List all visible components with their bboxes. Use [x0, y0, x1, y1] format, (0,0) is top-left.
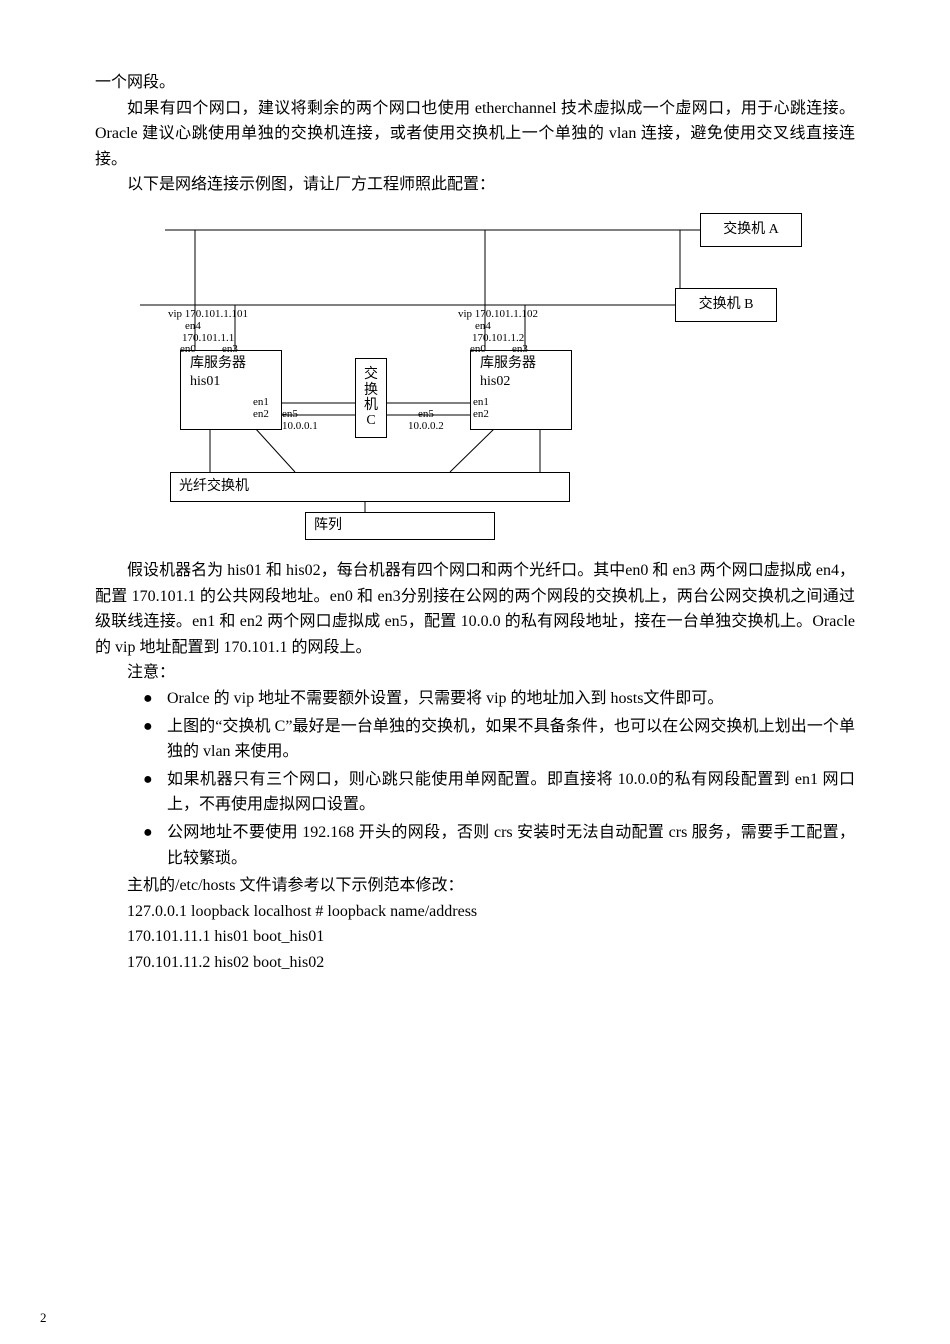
fiber-switch-box: 光纤交换机 [170, 472, 570, 502]
en0-1-label: en0 [180, 343, 196, 356]
switch-b-label: 交换机 B [699, 294, 754, 316]
en2-2-label: en2 [473, 408, 489, 421]
list-item: Oralce 的 vip 地址不需要额外设置，只需要将 vip 的地址加入到 h… [127, 686, 855, 712]
paragraph-1: 一个网段。 [95, 70, 855, 96]
hosts-line-3: 170.101.11.2 his02 boot_his02 [127, 950, 855, 976]
switch-c-box: 交 换 机 C [355, 358, 387, 438]
list-item: 公网地址不要使用 192.168 开头的网段，否则 crs 安装时无法自动配置 … [127, 820, 855, 871]
paragraph-2: 如果有四个网口，建议将剩余的两个网口也使用 etherchannel 技术虚拟成… [95, 96, 855, 173]
switch-c-l2: 换 [364, 383, 378, 398]
server2-line2: his02 [480, 373, 536, 391]
switch-a-label: 交换机 A [723, 219, 779, 241]
server2-line1: 库服务器 [480, 355, 536, 373]
notes-list: Oralce 的 vip 地址不需要额外设置，只需要将 vip 的地址加入到 h… [95, 686, 855, 871]
server1-line1: 库服务器 [190, 355, 246, 373]
hosts-line-1: 127.0.0.1 loopback localhost # loopback … [127, 899, 855, 925]
paragraph-3: 以下是网络连接示例图，请让厂方工程师照此配置： [95, 172, 855, 198]
vip1-label: vip 170.101.1.101 [168, 308, 248, 321]
hosts-line-2: 170.101.11.1 his01 boot_his01 [127, 924, 855, 950]
vip2-label: vip 170.101.1.102 [458, 308, 538, 321]
list-item: 如果机器只有三个网口，则心跳只能使用单网配置。即直接将 10.0.0的私有网段配… [127, 767, 855, 818]
network-diagram: 交换机 A 交换机 B 库服务器 his01 库服务器 his02 交 换 机 … [140, 210, 810, 540]
en0-2-label: en0 [470, 343, 486, 356]
array-box: 阵列 [305, 512, 495, 540]
en3-2-label: en3 [512, 343, 528, 356]
fiber-switch-label: 光纤交换机 [179, 476, 249, 498]
switch-c-l1: 交 [364, 367, 378, 382]
en5-2b-label: 10.0.0.2 [408, 420, 444, 433]
note-label: 注意： [95, 660, 855, 686]
paragraph-4: 假设机器名为 his01 和 his02，每台机器有四个网口和两个光纤口。其中e… [95, 558, 855, 660]
list-item: 上图的“交换机 C”最好是一台单独的交换机，如果不具备条件，也可以在公网交换机上… [127, 714, 855, 765]
hosts-intro: 主机的/etc/hosts 文件请参考以下示例范本修改： [127, 873, 855, 899]
en5-1b-label: 10.0.0.1 [282, 420, 318, 433]
switch-c-l4: C [366, 413, 375, 428]
switch-a-box: 交换机 A [700, 213, 802, 247]
server1-line2: his01 [190, 373, 246, 391]
array-label: 阵列 [314, 515, 342, 537]
page-number: 2 [40, 1310, 47, 1326]
switch-b-box: 交换机 B [675, 288, 777, 322]
en2-1-label: en2 [253, 408, 269, 421]
en3-1-label: en3 [222, 343, 238, 356]
switch-c-l3: 机 [364, 398, 378, 413]
